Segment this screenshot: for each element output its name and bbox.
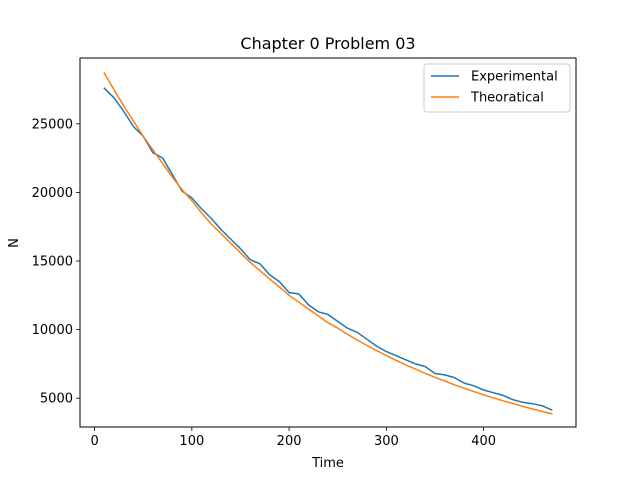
legend-label-theoratical: Theoratical	[470, 91, 544, 106]
x-tick-label: 400	[471, 434, 496, 449]
x-axis: 0 100 200 300 400	[90, 427, 496, 449]
legend-label-experimental: Experimental	[471, 70, 558, 85]
series-line-theoratical	[103, 72, 553, 415]
x-axis-title: Time	[311, 456, 344, 471]
x-tick-label: 100	[179, 434, 204, 449]
chart-title: Chapter 0 Problem 03	[240, 34, 415, 53]
plot-frame	[79, 57, 577, 428]
y-tick-label: 25000	[32, 117, 73, 132]
x-tick-label: 200	[277, 434, 302, 449]
y-tick-label: 20000	[32, 186, 73, 201]
x-tick-label: 300	[374, 434, 399, 449]
plot-content	[103, 72, 553, 415]
y-axis-title: N	[7, 238, 22, 248]
legend-box	[423, 63, 571, 113]
y-tick-label: 15000	[32, 255, 73, 270]
y-tick-label: 5000	[40, 392, 73, 407]
x-tick-label: 0	[90, 434, 98, 449]
legend: Experimental Theoratical	[423, 63, 571, 113]
y-tick-label: 10000	[32, 323, 73, 338]
y-axis: 5000 10000 15000 20000 25000	[32, 117, 80, 407]
